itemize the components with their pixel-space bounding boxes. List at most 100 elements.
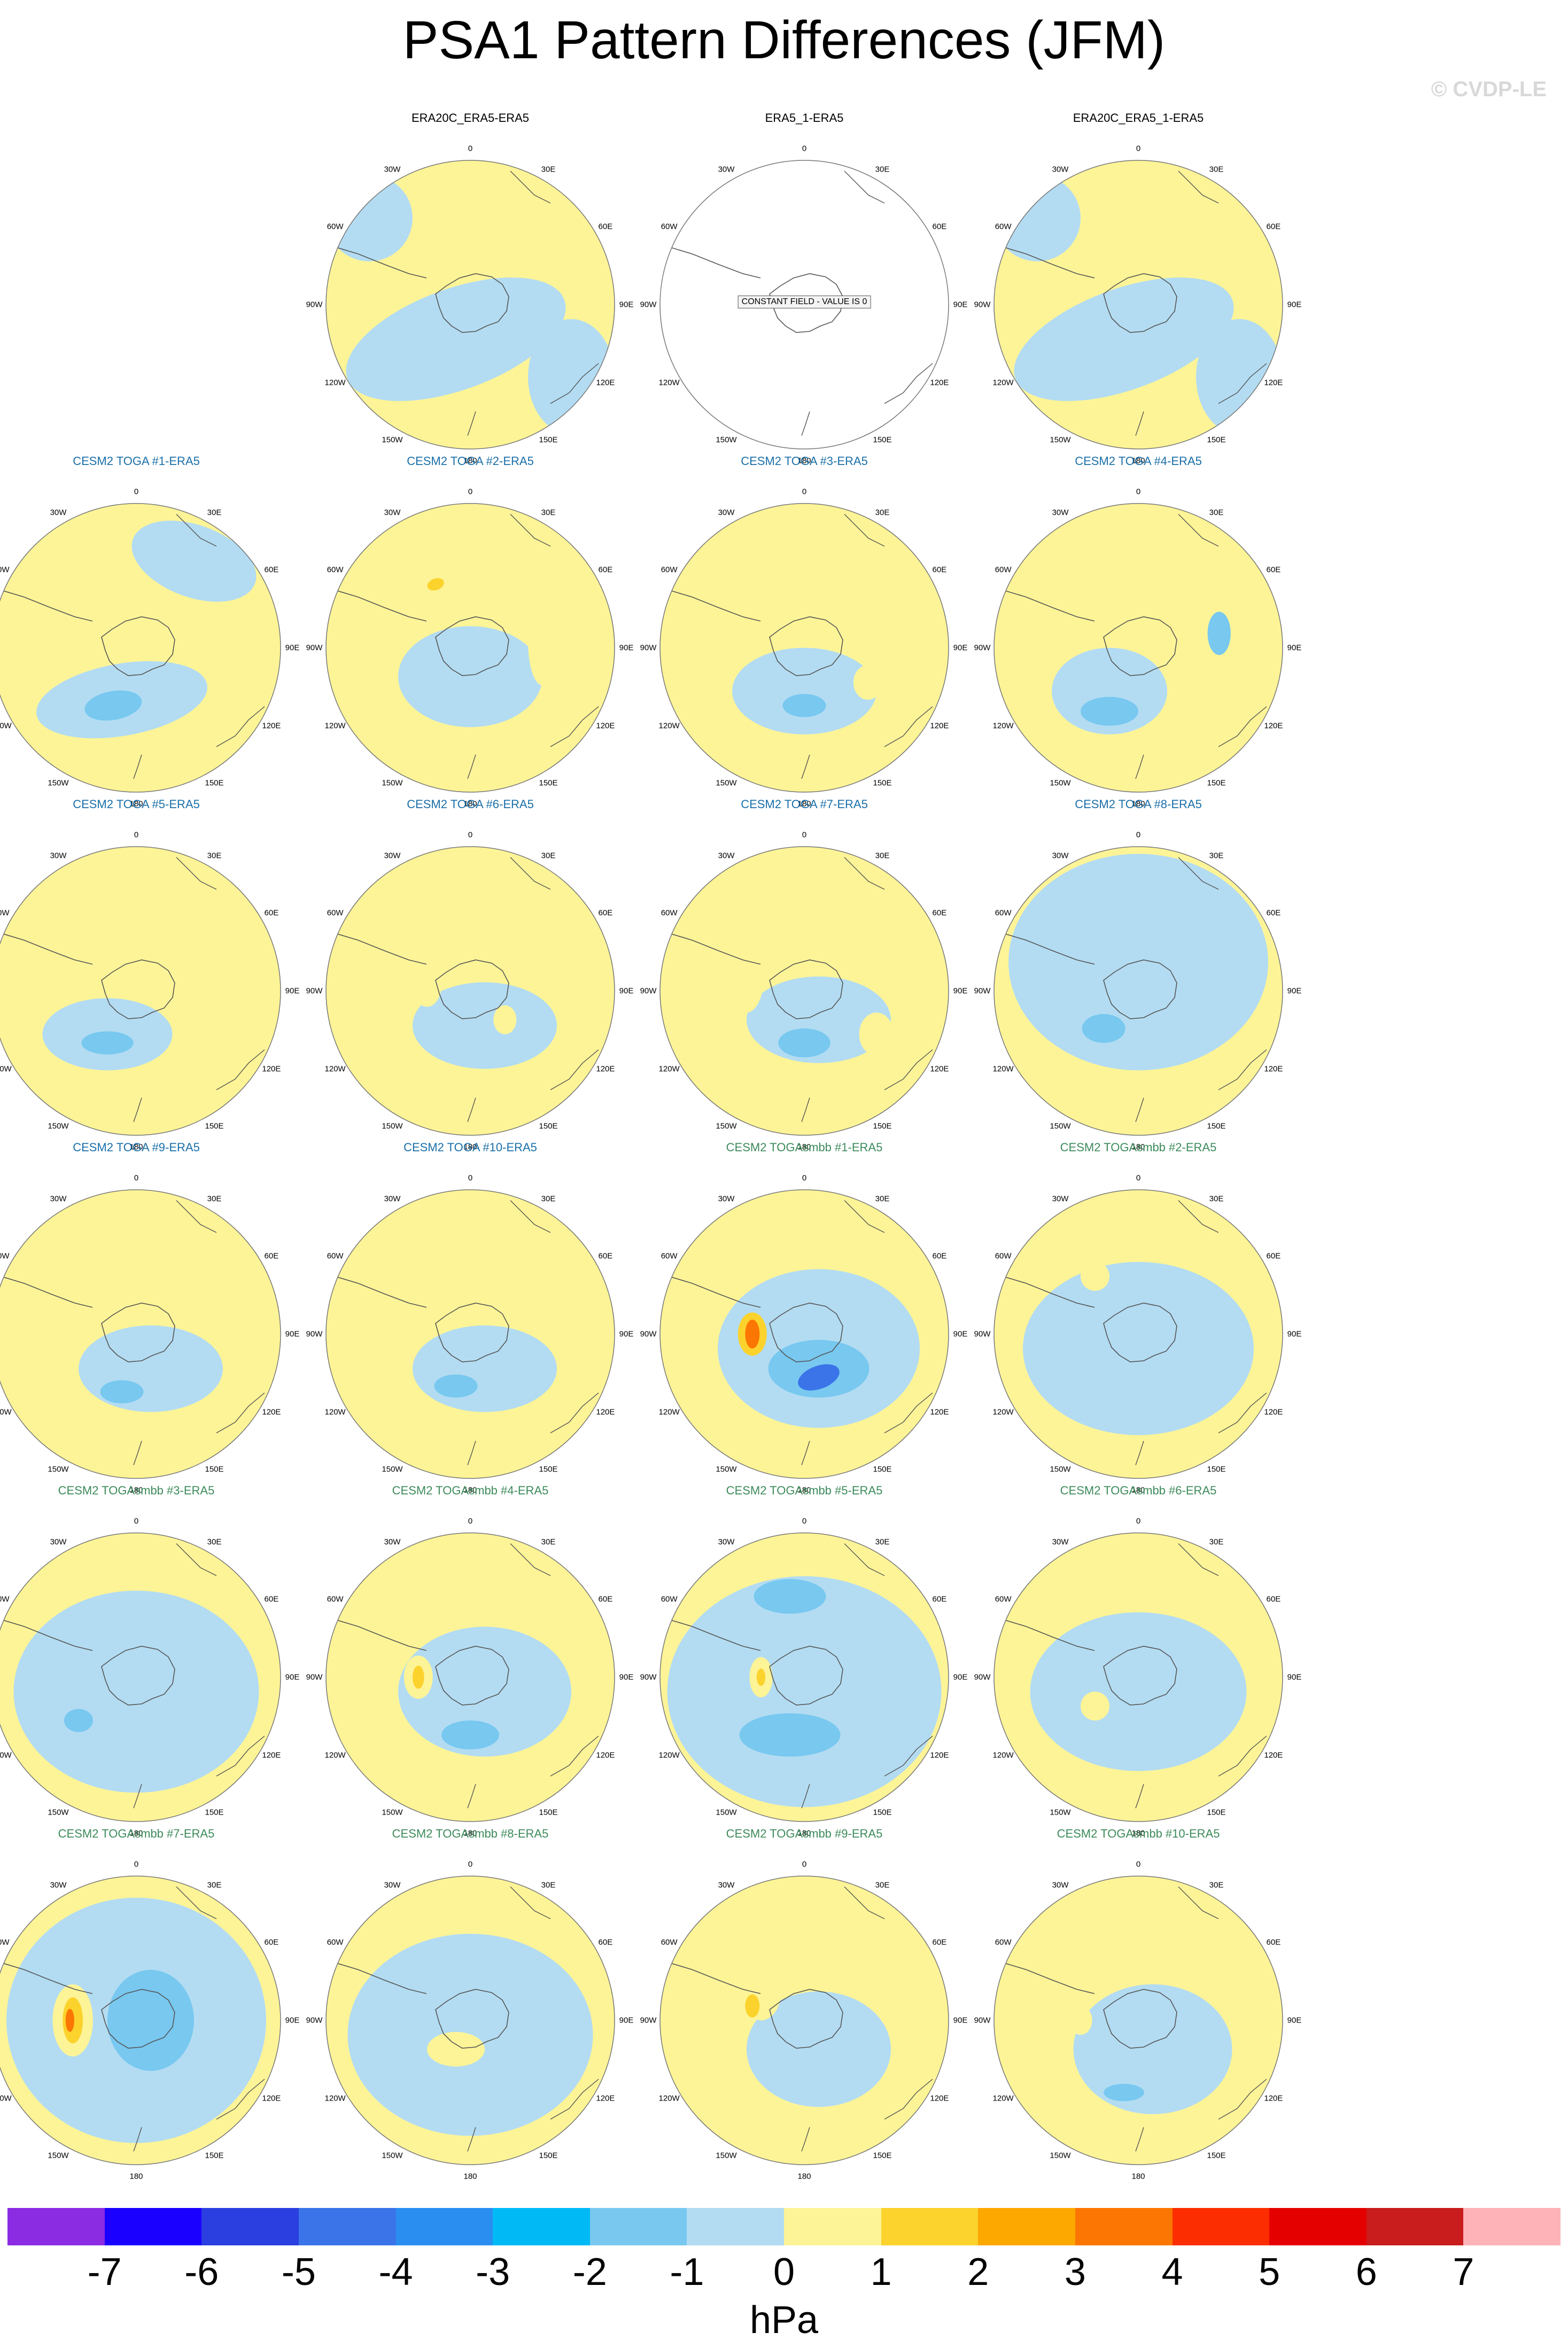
longitude-label: 30W bbox=[1052, 165, 1069, 174]
longitude-label: 30E bbox=[541, 1537, 556, 1547]
longitude-label: 120E bbox=[930, 1407, 949, 1417]
map-panel: CESM2 TOGAsmbb #2-ERA5 0 30E 60E 90E 120E 150E… bbox=[967, 1141, 1309, 1505]
longitude-label: 120W bbox=[658, 378, 680, 388]
longitude-label: 90W bbox=[974, 643, 991, 653]
south-america-coastline bbox=[665, 932, 761, 965]
longitude-label: 120E bbox=[262, 2094, 281, 2103]
longitude-label: 150E bbox=[1207, 1808, 1226, 1817]
map-border bbox=[325, 160, 615, 450]
longitude-label: 0 bbox=[1136, 1859, 1141, 1869]
colorbar-tick-label: 1 bbox=[870, 2251, 892, 2293]
colorbar-swatch bbox=[1075, 2208, 1173, 2245]
south-america-coastline bbox=[665, 245, 761, 278]
longitude-label: 180 bbox=[129, 1485, 143, 1495]
contour-region bbox=[65, 2009, 74, 2032]
longitude-label: 180 bbox=[797, 1485, 811, 1495]
longitude-label: 150W bbox=[716, 1464, 737, 1474]
longitude-label: 180 bbox=[1131, 2172, 1145, 2181]
longitude-label: 120W bbox=[992, 1407, 1014, 1417]
new-zealand-coastline bbox=[133, 1784, 142, 1809]
longitude-label: 90W bbox=[306, 643, 323, 653]
longitude-label: 150W bbox=[382, 435, 403, 445]
south-america-coastline bbox=[0, 1275, 93, 1308]
new-zealand-coastline bbox=[1135, 1097, 1144, 1122]
africa-coastline bbox=[1178, 514, 1219, 547]
polar-map bbox=[993, 1189, 1283, 1479]
colorbar-tick-label: -4 bbox=[378, 2251, 413, 2293]
south-america-coastline bbox=[331, 1961, 427, 1994]
contour-region bbox=[745, 1320, 760, 1349]
longitude-label: 30E bbox=[541, 508, 556, 517]
contour-region bbox=[81, 1031, 134, 1055]
polar-map bbox=[0, 1532, 281, 1822]
longitude-label: 0 bbox=[468, 144, 473, 153]
africa-coastline bbox=[844, 857, 885, 890]
longitude-label: 90E bbox=[1287, 300, 1302, 309]
longitude-label: 150W bbox=[48, 2151, 69, 2160]
longitude-label: 30W bbox=[1052, 851, 1069, 861]
contour-region bbox=[64, 1709, 93, 1732]
new-zealand-coastline bbox=[133, 754, 142, 779]
contour-region bbox=[58, 642, 88, 665]
panel-title: ERA5_1-ERA5 bbox=[765, 111, 844, 125]
contour-region bbox=[413, 1302, 441, 1337]
longitude-label: 180 bbox=[129, 1142, 143, 1152]
longitude-label: 90E bbox=[619, 300, 634, 309]
colorbar-swatch bbox=[493, 2208, 590, 2245]
map-border bbox=[0, 503, 281, 793]
longitude-label: 0 bbox=[1136, 144, 1141, 153]
antarctica-coastline bbox=[101, 959, 175, 1019]
longitude-label: 120E bbox=[262, 721, 281, 731]
longitude-label: 150E bbox=[873, 778, 892, 788]
longitude-label: 90E bbox=[285, 986, 300, 996]
longitude-label: 150W bbox=[716, 2151, 737, 2160]
longitude-label: 90E bbox=[1287, 2016, 1302, 2025]
longitude-label: 90E bbox=[1287, 986, 1302, 996]
south-america-coastline bbox=[665, 1275, 761, 1308]
longitude-label: 60E bbox=[1266, 1938, 1281, 1947]
map-border bbox=[659, 503, 949, 793]
australia-coastline bbox=[884, 1049, 933, 1090]
longitude-label: 90E bbox=[953, 1672, 968, 1682]
map-panel: CESM2 TOGAsmbb #7-ERA5 0 30E 60E 90E 120E 150E… bbox=[0, 1827, 307, 2191]
longitude-label: 180 bbox=[463, 1485, 477, 1495]
antarctica-coastline bbox=[1103, 1303, 1177, 1362]
new-zealand-coastline bbox=[133, 1440, 142, 1466]
map-border bbox=[993, 846, 1283, 1136]
longitude-label: 30E bbox=[875, 1537, 890, 1547]
panel-title: CESM2 TOGA #4-ERA5 bbox=[1075, 454, 1202, 468]
longitude-label: 180 bbox=[1131, 799, 1145, 809]
longitude-label: 60E bbox=[1266, 222, 1281, 231]
africa-coastline bbox=[1178, 1543, 1219, 1576]
new-zealand-coastline bbox=[467, 411, 476, 436]
longitude-label: 0 bbox=[1136, 1516, 1141, 1526]
longitude-label: 90E bbox=[619, 986, 634, 996]
contour-region bbox=[1104, 2083, 1144, 2102]
map-border bbox=[0, 1532, 281, 1822]
longitude-label: 180 bbox=[463, 1828, 477, 1838]
south-america-coastline bbox=[0, 1618, 93, 1651]
longitude-label: 90E bbox=[619, 2016, 634, 2025]
new-zealand-coastline bbox=[467, 1784, 476, 1809]
contour-region bbox=[84, 690, 142, 721]
longitude-label: 30E bbox=[1209, 851, 1224, 861]
africa-coastline bbox=[844, 1543, 885, 1576]
antarctica-coastline bbox=[435, 1646, 509, 1706]
longitude-label: 90E bbox=[1287, 643, 1302, 653]
polar-map bbox=[993, 503, 1283, 793]
longitude-label: 180 bbox=[129, 1828, 143, 1838]
longitude-label: 90E bbox=[285, 643, 300, 653]
longitude-label: 150E bbox=[1207, 435, 1226, 445]
longitude-label: 30E bbox=[207, 508, 222, 517]
contour-region bbox=[413, 1665, 424, 1689]
longitude-label: 180 bbox=[129, 2172, 143, 2181]
colorbar-ticks: -7 -6 -5 -4 -3 -2 -1 0 1 2 3 4 5 6 7 bbox=[0, 2250, 1568, 2298]
panel-title: CESM2 TOGAsmbb #1-ERA5 bbox=[726, 1141, 883, 1154]
contour-region bbox=[729, 940, 764, 1013]
contour-region bbox=[754, 1579, 826, 1614]
longitude-label: 120E bbox=[1264, 721, 1283, 731]
longitude-label: 30W bbox=[718, 165, 735, 174]
longitude-label: 30E bbox=[207, 1194, 222, 1204]
south-america-coastline bbox=[999, 245, 1095, 278]
map-border bbox=[325, 1876, 615, 2165]
